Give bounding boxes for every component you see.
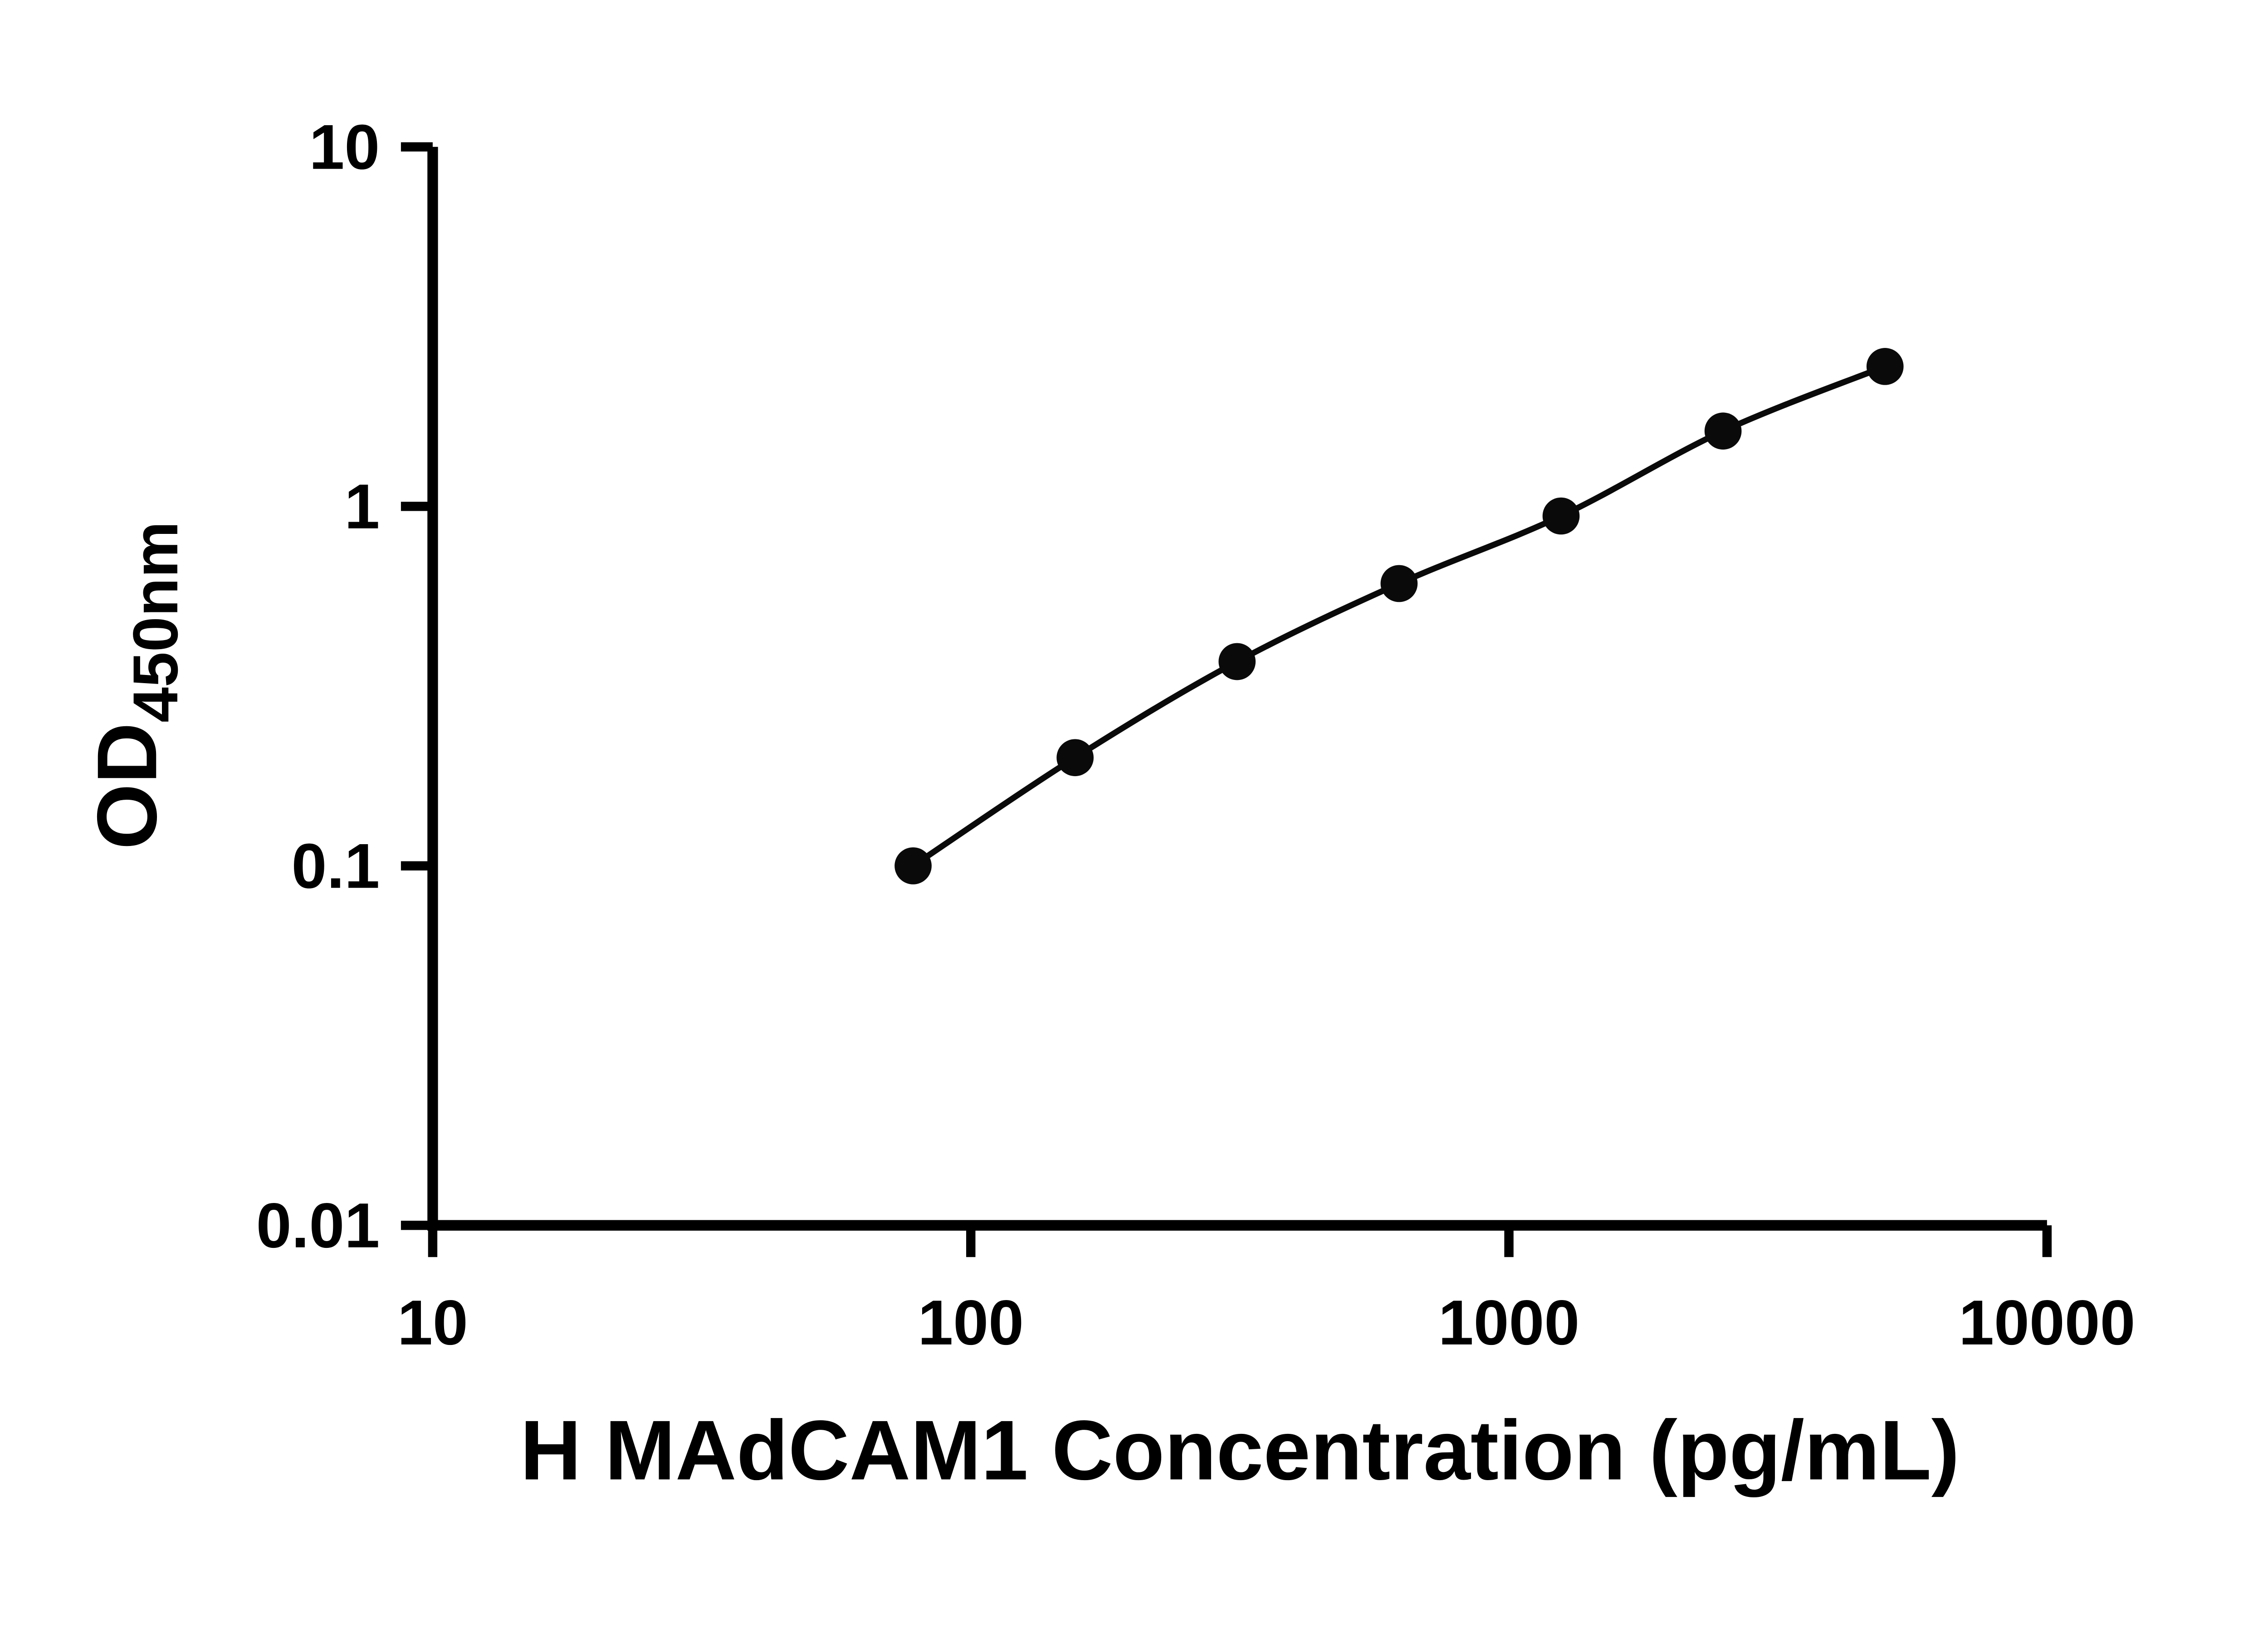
- x-tick-label: 10: [397, 1287, 468, 1358]
- data-point: [1866, 348, 1904, 385]
- data-point: [1704, 412, 1742, 450]
- x-tick-label: 100: [918, 1287, 1024, 1358]
- plot-area: 0.01 0.1 1 10 10 100 1000 10000: [256, 111, 2136, 1358]
- x-axis-title: H MAdCAM1 Concentration (pg/mL): [520, 1403, 1960, 1497]
- figure: 0.01 0.1 1 10 10 100 1000 10000 H MAdCAM1 Conce…: [79, 111, 2136, 1498]
- y-tick-label: 10: [309, 111, 380, 182]
- y-tick-label: 0.01: [256, 1190, 380, 1261]
- data-point: [1218, 643, 1256, 680]
- y-axis-title: OD450nm: [79, 521, 191, 850]
- axis-spines: [427, 147, 2047, 1231]
- data-point: [894, 847, 932, 885]
- x-tick-label: 10000: [1959, 1287, 2135, 1358]
- y-tick-label: 1: [344, 471, 380, 542]
- y-axis-title-main: OD: [79, 723, 174, 850]
- data-point: [1056, 739, 1094, 777]
- standard-curve-chart: 0.01 0.1 1 10 10 100 1000 10000 H MAdCAM1 Conce…: [79, 111, 2136, 1497]
- y-tick-label: 0.1: [292, 830, 380, 901]
- data-point: [1380, 565, 1418, 602]
- data-point: [1542, 497, 1580, 535]
- y-axis-title-subscript: 450nm: [120, 521, 191, 723]
- x-tick-label: 1000: [1438, 1287, 1579, 1358]
- fit-line: [911, 363, 1887, 869]
